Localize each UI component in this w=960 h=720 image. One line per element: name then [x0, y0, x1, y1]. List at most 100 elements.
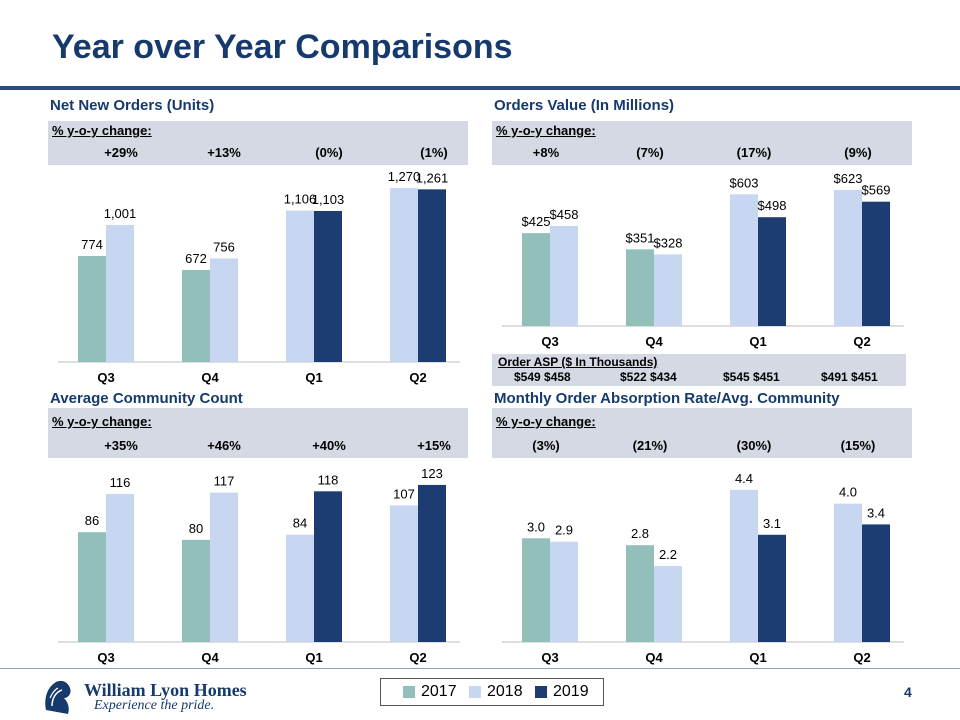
data-label: 756 [213, 239, 235, 254]
yoy-value: (1%) [420, 145, 448, 160]
data-label: 1,103 [312, 192, 345, 207]
data-label: $498 [758, 198, 787, 213]
community-yoy-band: % y-o-y change: +35% +46% +40% +15% [48, 408, 468, 458]
data-label: 118 [318, 472, 339, 487]
bar-absorption-Q2-2019 [862, 524, 890, 642]
category-label: Q3 [541, 650, 558, 665]
net-orders-title: Net New Orders (Units) [50, 97, 215, 114]
yoy-label: % y-o-y change: [496, 123, 596, 138]
bar-community-Q3-2018 [106, 493, 134, 642]
page-title: Year over Year Comparisons [52, 28, 513, 66]
data-label: $351 [626, 230, 655, 245]
category-label: Q1 [749, 650, 766, 665]
page-number: 4 [904, 684, 912, 700]
category-label: Q2 [409, 370, 426, 385]
yoy-value: +29% [104, 145, 138, 160]
net-orders-yoy-band: % y-o-y change: +29% +13% (0%) (1%) [48, 121, 468, 165]
company-logo: William Lyon Homes Experience the pride. [38, 676, 247, 716]
yoy-value: +46% [207, 438, 241, 453]
legend-label: 2018 [487, 683, 523, 700]
asp-label: Order ASP ($ In Thousands) [498, 355, 658, 369]
bar-orders_value-Q3-2017 [522, 233, 550, 326]
data-label: 107 [393, 486, 415, 501]
data-label: 774 [81, 237, 103, 252]
bar-community-Q2-2019 [418, 484, 446, 642]
bar-net_orders-Q3-2018 [106, 224, 134, 362]
bar-orders_value-Q2-2019 [862, 201, 890, 326]
data-label: 80 [189, 521, 203, 536]
category-label: Q1 [749, 334, 766, 349]
data-label: 123 [421, 466, 443, 481]
bar-absorption-Q1-2019 [758, 534, 786, 642]
data-label: 117 [214, 474, 235, 489]
bar-absorption-Q4-2017 [626, 545, 654, 642]
data-label: 2.9 [555, 523, 573, 538]
data-label: $328 [654, 235, 683, 250]
bar-orders_value-Q4-2018 [654, 254, 682, 326]
bar-net_orders-Q4-2018 [210, 258, 238, 362]
asp-value: $491 $451 [821, 370, 878, 384]
chart-legend: 2017 2018 2019 [380, 678, 604, 706]
data-label: 3.0 [527, 519, 545, 534]
legend-swatch-2019 [535, 686, 547, 698]
data-label: 4.0 [839, 485, 857, 500]
legend-swatch-2018 [469, 686, 481, 698]
bar-net_orders-Q1-2019 [314, 210, 342, 362]
data-label: 1,106 [284, 192, 317, 207]
bar-absorption-Q4-2018 [654, 565, 682, 642]
yoy-value: (21%) [632, 438, 668, 453]
footer-divider [0, 668, 960, 669]
category-label: Q2 [409, 650, 426, 665]
lion-logo-icon [45, 680, 71, 714]
category-label: Q4 [201, 370, 219, 385]
data-label: $569 [862, 183, 891, 198]
asp-value: $545 $451 [723, 370, 780, 384]
yoy-value: (3%) [532, 438, 560, 453]
bar-net_orders-Q4-2017 [182, 269, 210, 362]
orders-value-chart: $425 $458 Q3 $351 $328 Q4 $603 $498 Q1 $623$569 Q2 [502, 171, 904, 349]
yoy-value: +35% [104, 438, 138, 453]
bar-net_orders-Q3-2017 [78, 256, 106, 362]
yoy-value: +13% [207, 145, 241, 160]
bar-net_orders-Q2-2019 [418, 189, 446, 362]
category-label: Q3 [541, 334, 558, 349]
asp-value: $522 $434 [620, 370, 677, 384]
data-label: 3.4 [867, 505, 885, 520]
yoy-value: +40% [312, 438, 346, 453]
data-label: 672 [185, 251, 207, 266]
data-label: $425 [522, 214, 551, 229]
legend-label: 2017 [421, 683, 457, 700]
bar-orders_value-Q2-2018 [834, 189, 862, 326]
yoy-value: +8% [532, 145, 560, 160]
title-divider [0, 86, 960, 90]
yoy-value: +15% [417, 438, 451, 453]
data-label: 86 [85, 513, 99, 528]
bar-community-Q4-2017 [182, 539, 210, 642]
bar-orders_value-Q3-2018 [550, 225, 578, 326]
category-label: Q1 [305, 650, 322, 665]
legend-swatch-2017 [403, 686, 415, 698]
category-label: Q1 [305, 370, 322, 385]
category-label: Q4 [645, 650, 663, 665]
yoy-value: (7%) [636, 145, 664, 160]
category-label: Q3 [97, 650, 114, 665]
data-label: 2.8 [631, 526, 649, 541]
data-label: 1,270 [388, 169, 421, 184]
legend-label: 2019 [553, 683, 589, 700]
absorption-title: Monthly Order Absorption Rate/Avg. Commu… [494, 390, 840, 407]
bar-orders_value-Q1-2018 [730, 194, 758, 326]
order-asp-band: Order ASP ($ In Thousands) $549 $458 $52… [492, 354, 906, 386]
yoy-label: % y-o-y change: [496, 414, 596, 429]
bar-community-Q3-2017 [78, 532, 106, 642]
category-label: Q4 [201, 650, 219, 665]
category-label: Q2 [853, 650, 870, 665]
yoy-value: (15%) [840, 438, 876, 453]
yoy-value: (0%) [315, 145, 343, 160]
category-label: Q4 [645, 334, 663, 349]
bar-orders_value-Q1-2019 [758, 217, 786, 326]
yoy-label: % y-o-y change: [52, 414, 152, 429]
logo-name: William Lyon Homes [84, 680, 247, 700]
orders-value-title: Orders Value (In Millions) [494, 97, 675, 114]
yoy-value: (9%) [844, 145, 872, 160]
